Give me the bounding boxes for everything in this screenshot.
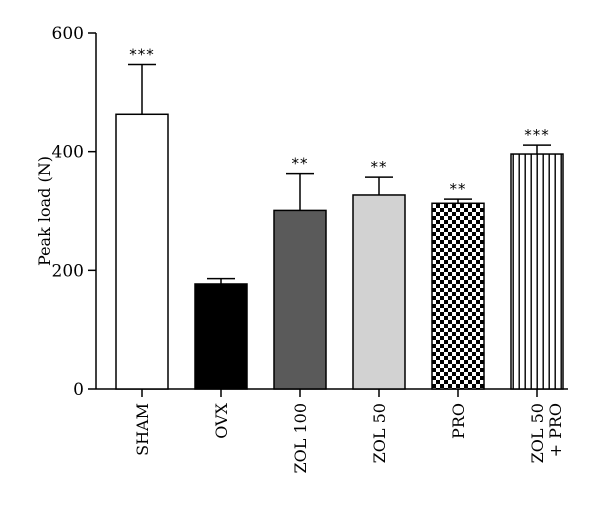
y-tick-label: 0 — [73, 380, 84, 400]
x-tick-label: OVX — [212, 402, 231, 438]
y-axis-title: Peak load (N) — [35, 156, 54, 266]
bar — [431, 202, 485, 390]
x-tick-label: SHAM — [133, 403, 152, 456]
bar — [352, 194, 406, 390]
significance-label: *** — [129, 45, 155, 63]
error-bars — [128, 63, 551, 284]
x-tick-label: ZOL 50 — [528, 403, 547, 463]
bar — [510, 153, 564, 390]
y-tick-label: 600 — [52, 24, 84, 44]
bar — [273, 209, 327, 390]
bar — [194, 283, 248, 390]
y-axis-ticks: 0 200 400 600 — [52, 24, 96, 400]
significance-labels: ***** ******* — [129, 45, 550, 198]
bars — [115, 113, 564, 390]
x-axis-labels: SHAM OVX ZOL 100 ZOL 50 PRO ZOL 50 + PRO — [133, 389, 565, 473]
y-tick-label: 200 — [52, 261, 84, 281]
y-tick-label: 400 — [52, 143, 84, 163]
significance-label: ** — [450, 180, 467, 198]
x-tick-label: ZOL 100 — [291, 403, 310, 473]
significance-label: *** — [524, 126, 550, 144]
x-tick-label: PRO — [449, 403, 468, 439]
x-tick-label: + PRO — [546, 403, 565, 457]
significance-label: ** — [292, 155, 309, 173]
significance-label: ** — [371, 158, 388, 176]
x-tick-label: ZOL 50 — [370, 403, 389, 463]
bar — [115, 113, 169, 390]
